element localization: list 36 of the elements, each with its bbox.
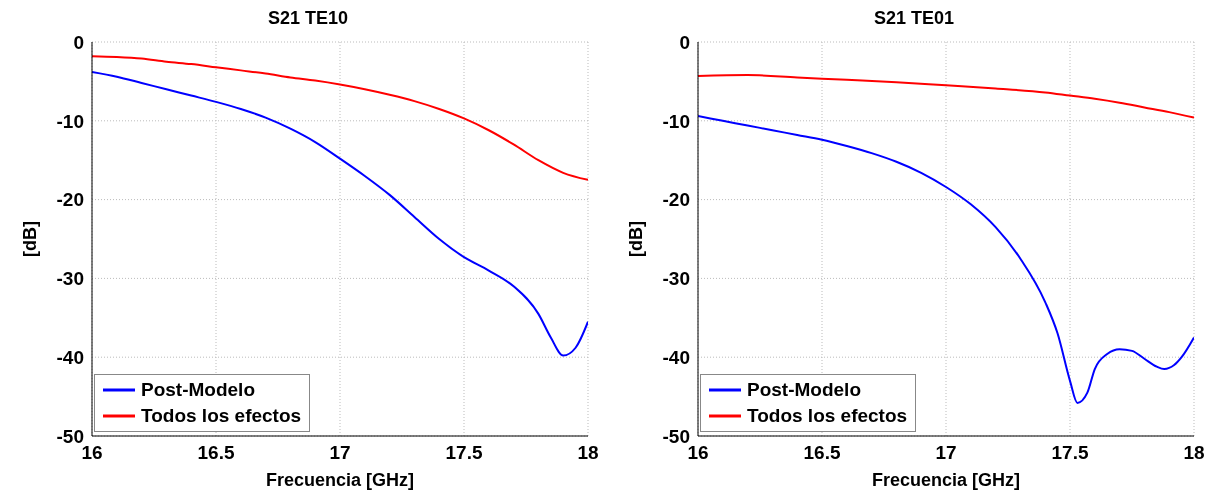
x-axis-title: Frecuencia [GHz] bbox=[265, 470, 415, 490]
line-series bbox=[698, 115, 1194, 404]
y-tick-label: -30 bbox=[662, 268, 690, 290]
x-tick-label: 17 bbox=[329, 442, 351, 464]
x-tick-label: 16.5 bbox=[197, 442, 235, 464]
y-tick-label: -20 bbox=[662, 189, 690, 211]
chart-title: S21 TE01 bbox=[872, 8, 956, 30]
x-tick-label: 18 bbox=[1183, 442, 1205, 464]
chart-title: S21 TE10 bbox=[266, 8, 350, 30]
y-tick-label: -50 bbox=[56, 425, 84, 447]
legend-label: Todos los efectos bbox=[747, 405, 908, 427]
y-axis-title: [dB] bbox=[626, 221, 647, 257]
x-axis-title: Frecuencia [GHz] bbox=[871, 470, 1021, 490]
line-series bbox=[92, 70, 588, 357]
x-tick-label: 17.5 bbox=[445, 442, 483, 464]
y-tick-label: -20 bbox=[56, 189, 84, 211]
line-series bbox=[698, 74, 1194, 119]
y-tick-label: -40 bbox=[662, 346, 690, 368]
legend-label: Post-Modelo bbox=[141, 379, 255, 401]
x-tick-label: 18 bbox=[577, 442, 599, 464]
x-tick-label: 16.5 bbox=[803, 442, 841, 464]
y-tick-label: 0 bbox=[679, 31, 690, 53]
legend-label: Todos los efectos bbox=[141, 405, 302, 427]
y-tick-label: -40 bbox=[56, 346, 84, 368]
y-tick-label: -30 bbox=[56, 268, 84, 290]
y-tick-label: -10 bbox=[662, 110, 690, 132]
y-axis-title: [dB] bbox=[20, 221, 41, 257]
y-tick-label: -50 bbox=[662, 425, 690, 447]
y-tick-label: -10 bbox=[56, 110, 84, 132]
legend-label: Post-Modelo bbox=[747, 379, 861, 401]
x-tick-label: 16 bbox=[81, 442, 103, 464]
x-tick-label: 16 bbox=[687, 442, 709, 464]
x-tick-label: 17.5 bbox=[1051, 442, 1089, 464]
line-series bbox=[92, 55, 588, 181]
x-tick-label: 17 bbox=[935, 442, 957, 464]
y-tick-label: 0 bbox=[73, 31, 84, 53]
